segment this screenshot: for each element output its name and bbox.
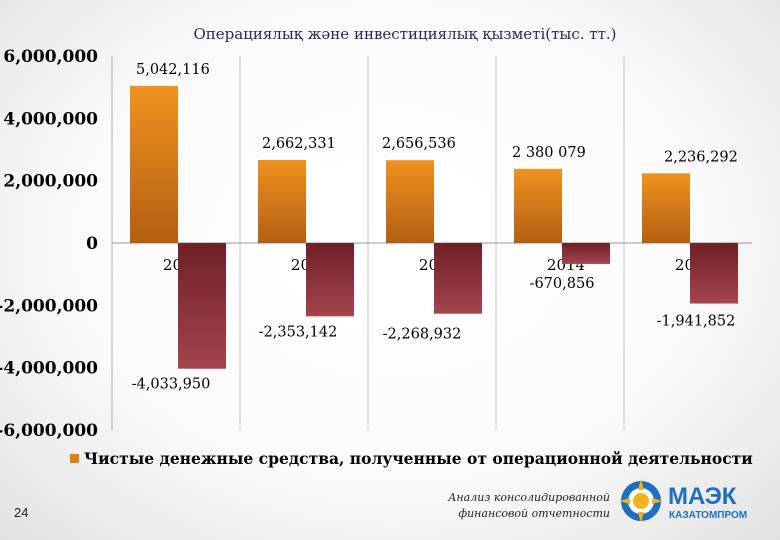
bar-operating bbox=[386, 160, 434, 243]
data-label: 5,042,116 bbox=[136, 62, 210, 78]
y-tick-label: -4,000,000 bbox=[0, 359, 98, 379]
axis-layer: 6,000,000 4,000,000 2,000,000 0 -2,000,000 -4… bbox=[0, 47, 752, 441]
company-logo: МАЭК КАЗАТОМПРОМ bbox=[619, 479, 747, 523]
bar-investing bbox=[306, 243, 354, 317]
chart-canvas: Операциялық және инвестициялық қызметі(т… bbox=[0, 25, 753, 468]
bar-investing bbox=[178, 243, 226, 369]
label-layer: 5,042,116 -4,033,950 2,662,331 -2,353,142 2,… bbox=[132, 62, 738, 393]
data-label: 2,236,292 bbox=[664, 149, 738, 165]
data-label: 2,662,331 bbox=[262, 136, 336, 152]
bar-operating bbox=[514, 168, 562, 243]
legend: Чистые денежные средства, полученные от … bbox=[70, 449, 753, 468]
legend-label: Чистые денежные средства, полученные от … bbox=[84, 449, 753, 468]
legend-swatch bbox=[70, 454, 79, 463]
data-label: -1,941,852 bbox=[657, 314, 736, 330]
bar-investing bbox=[690, 243, 738, 304]
data-label: -2,353,142 bbox=[259, 324, 338, 340]
data-label: -4,033,950 bbox=[132, 377, 211, 393]
logo-subtext: КАЗАТОМПРОМ bbox=[669, 510, 747, 521]
bar-investing bbox=[434, 243, 482, 314]
footer-caption: Анализ консолидированной финансовой отче… bbox=[440, 490, 610, 522]
data-label: 2 380 079 bbox=[512, 145, 586, 161]
data-label: -2,268,932 bbox=[383, 327, 462, 343]
logo-text: МАЭК bbox=[668, 483, 737, 510]
page-number: 24 bbox=[14, 505, 29, 520]
bar-layer bbox=[130, 85, 738, 369]
chart-title: Операциялық және инвестициялық қызметі(т… bbox=[193, 25, 616, 43]
y-tick-label: 2,000,000 bbox=[3, 172, 98, 192]
bar-operating bbox=[642, 173, 690, 243]
bar-investing bbox=[562, 243, 610, 264]
y-tick-label: 6,000,000 bbox=[3, 47, 98, 67]
footer-caption-line2: финансовой отчетности bbox=[458, 507, 610, 520]
logo-emblem-icon bbox=[619, 479, 663, 523]
bar-operating bbox=[258, 160, 306, 243]
y-tick-label: -6,000,000 bbox=[0, 421, 98, 441]
footer-caption-line1: Анализ консолидированной bbox=[448, 491, 610, 504]
y-tick-label: 4,000,000 bbox=[3, 109, 98, 129]
y-tick-label: -2,000,000 bbox=[0, 296, 98, 316]
bar-operating bbox=[130, 85, 178, 243]
y-tick-label: 0 bbox=[86, 234, 98, 254]
data-label: -670,856 bbox=[530, 276, 595, 292]
data-label: 2,656,536 bbox=[382, 136, 456, 152]
